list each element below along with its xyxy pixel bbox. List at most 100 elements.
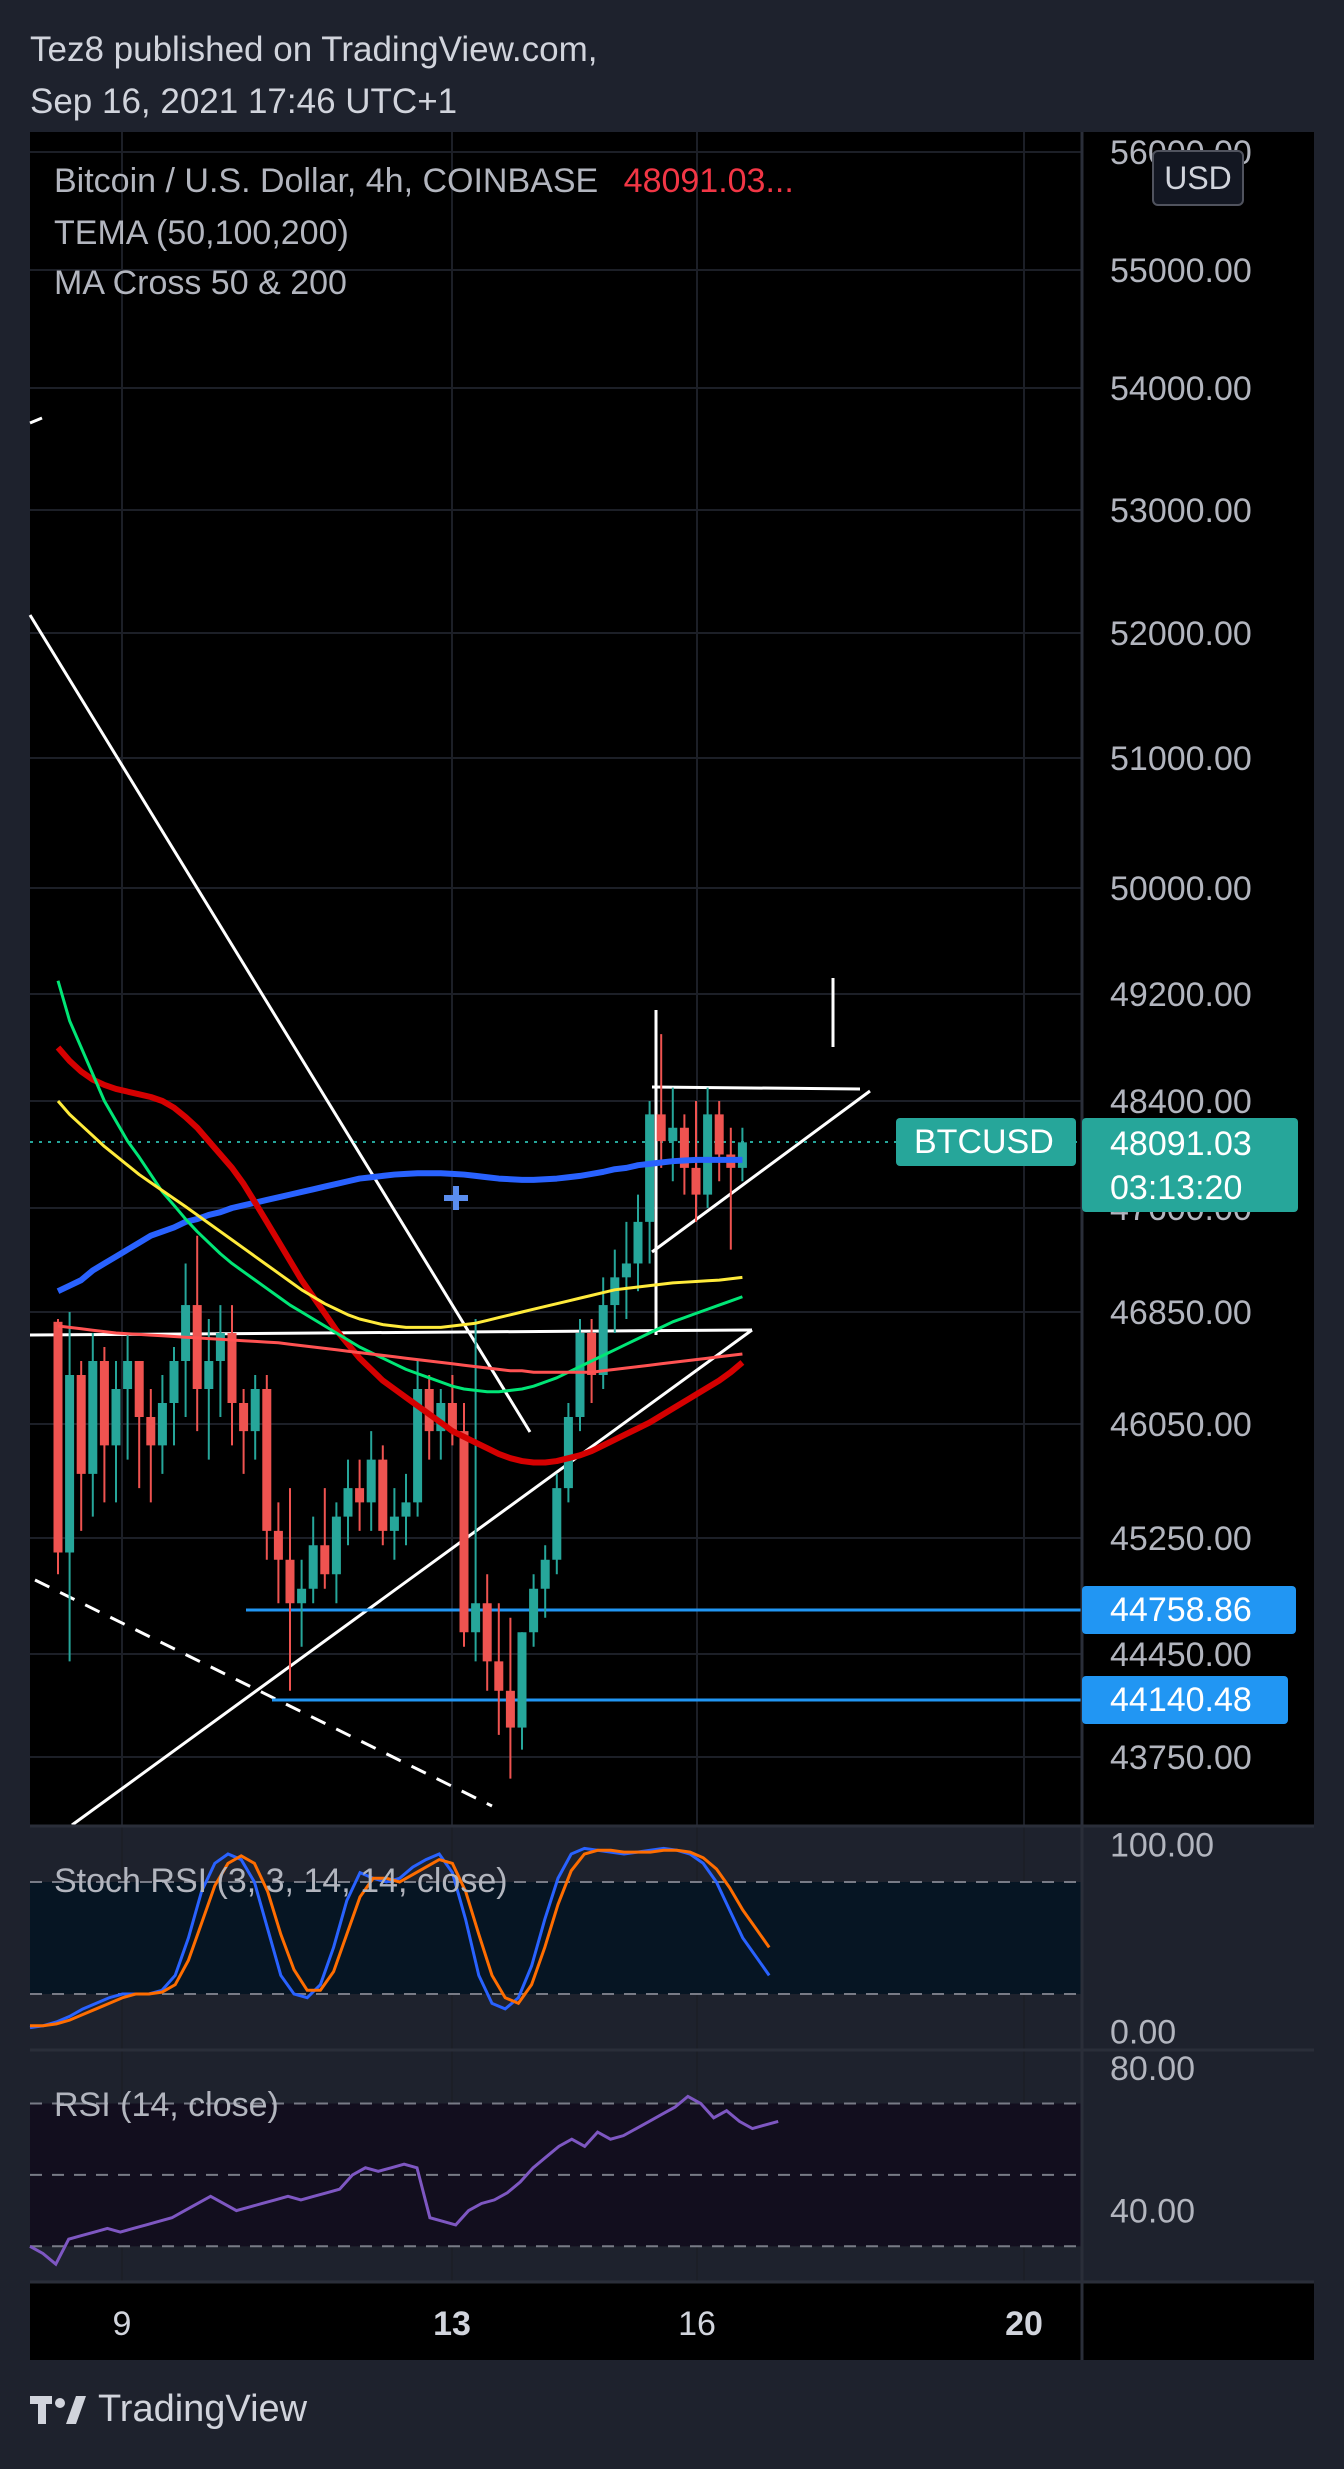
offscreen-line-stub [29, 416, 43, 425]
candle-body [204, 1361, 214, 1389]
symbol-legend: Bitcoin / U.S. Dollar, 4h, COINBASE 4809… [54, 162, 794, 201]
candle-body [645, 1114, 655, 1222]
currency-button[interactable]: USD [1152, 150, 1244, 206]
crosshair-marker [444, 1186, 468, 1210]
candle-body [598, 1305, 608, 1375]
candle-body [111, 1389, 121, 1446]
last-price-value: 48091.03 [1110, 1125, 1252, 1163]
candle-body [436, 1403, 446, 1432]
candle-body [389, 1516, 399, 1531]
candle-body [262, 1389, 272, 1531]
candle-body [378, 1459, 388, 1531]
candle-body [157, 1403, 167, 1446]
level-label-upper: 44758.86 [1082, 1586, 1296, 1634]
range-top-line [651, 1085, 861, 1091]
candle-body [633, 1221, 643, 1264]
time-tick-label: 9 [113, 2305, 132, 2343]
indicator-ma-cross[interactable]: MA Cross 50 & 200 [54, 264, 347, 302]
candle-body [494, 1661, 504, 1691]
stoch-band-fill [30, 1882, 1082, 1994]
rsi-tick-label: 40.00 [1110, 2193, 1195, 2231]
dashed-support-line [34, 1578, 493, 1808]
publish-date: Sep 16, 2021 17:46 UTC+1 [30, 82, 458, 121]
candle-body [285, 1559, 295, 1604]
candle-body [691, 1167, 701, 1195]
candle-body [53, 1321, 63, 1553]
candle-body [563, 1417, 573, 1489]
candle-body [471, 1603, 481, 1633]
price-tick-label: 46850.00 [1110, 1294, 1252, 1332]
time-tick-label: 16 [678, 2305, 716, 2343]
time-tick-label: 13 [433, 2305, 471, 2343]
price-tick-label: 54000.00 [1110, 370, 1252, 408]
price-tick-label: 53000.00 [1110, 492, 1252, 530]
candle-body [424, 1389, 434, 1432]
candle-body [134, 1361, 144, 1417]
candle-body [529, 1588, 539, 1633]
candle-body [587, 1333, 597, 1375]
ma-200-line [55, 1045, 745, 1466]
candle-body [703, 1114, 713, 1195]
footer-brand: TradingView [30, 2388, 307, 2431]
candle-body [575, 1333, 585, 1417]
axis-bg [1084, 132, 1314, 1826]
time-axis-bg [30, 2282, 1314, 2360]
price-tick-label: 44450.00 [1110, 1636, 1252, 1674]
price-tick-label: 48400.00 [1110, 1083, 1252, 1121]
rsi-tick-label: 80.00 [1110, 2050, 1195, 2088]
candle-body [447, 1403, 457, 1432]
ema-slow-line [57, 1324, 743, 1374]
candle-body [459, 1431, 469, 1633]
candle-body [181, 1305, 191, 1361]
candle-body [517, 1632, 527, 1728]
last-price-label: 48091.03 03:13:20 [1082, 1118, 1298, 1212]
candle-body [146, 1417, 156, 1446]
candle-body [343, 1488, 353, 1517]
candle-body [668, 1127, 678, 1142]
ema-mid-line [56, 1100, 743, 1329]
symbol-price-label: BTCUSD [896, 1118, 1076, 1166]
candle-body [123, 1361, 133, 1389]
legend-price: 48091.03... [623, 162, 794, 200]
price-tick-label: 45250.00 [1110, 1520, 1252, 1558]
tradingview-logo-icon [30, 2395, 86, 2424]
stoch-tick-label: 0.00 [1110, 2013, 1176, 2051]
price-tick-label: 43750.00 [1110, 1739, 1252, 1777]
candle-body [656, 1114, 666, 1142]
candle-body [215, 1333, 225, 1361]
bar-countdown: 03:13:20 [1110, 1169, 1243, 1207]
candle-body [320, 1545, 330, 1575]
stoch-d-line [30, 1848, 771, 2028]
candle-body [366, 1459, 376, 1503]
price-tick-label: 50000.00 [1110, 870, 1252, 908]
level-label-lower: 44140.48 [1082, 1676, 1288, 1724]
publisher-line: Tez8 published on TradingView.com, [30, 30, 598, 69]
symbol-name: Bitcoin / U.S. Dollar, 4h, COINBASE [54, 162, 599, 200]
candle-body [308, 1545, 318, 1589]
ema-fast-line [56, 980, 743, 1394]
rsi-title[interactable]: RSI (14, close) [54, 2086, 279, 2124]
price-tick-label: 52000.00 [1110, 615, 1252, 653]
trendline-ascending [71, 1328, 753, 1827]
candle-body [482, 1603, 492, 1662]
candle-body [679, 1127, 689, 1168]
price-tick-label: 49200.00 [1110, 976, 1252, 1014]
candle-body [505, 1690, 515, 1728]
candle-body [227, 1333, 237, 1403]
candle-body [737, 1142, 747, 1168]
candle-body [192, 1305, 202, 1389]
rsi-band-fill [30, 2103, 1082, 2247]
candle-body [250, 1389, 260, 1432]
indicator-tema[interactable]: TEMA (50,100,200) [54, 214, 349, 252]
price-tick-label: 51000.00 [1110, 740, 1252, 778]
candle-body [355, 1488, 365, 1503]
stoch-rsi-title[interactable]: Stoch RSI (3, 3, 14, 14, close) [54, 1862, 508, 1900]
candle-body [540, 1559, 550, 1589]
tema-50-line [56, 1156, 743, 1294]
candle-body [239, 1403, 249, 1432]
candle-body [76, 1375, 86, 1474]
candle-body [99, 1361, 109, 1446]
candle-body [621, 1263, 631, 1278]
price-tick-label: 55000.00 [1110, 252, 1252, 290]
